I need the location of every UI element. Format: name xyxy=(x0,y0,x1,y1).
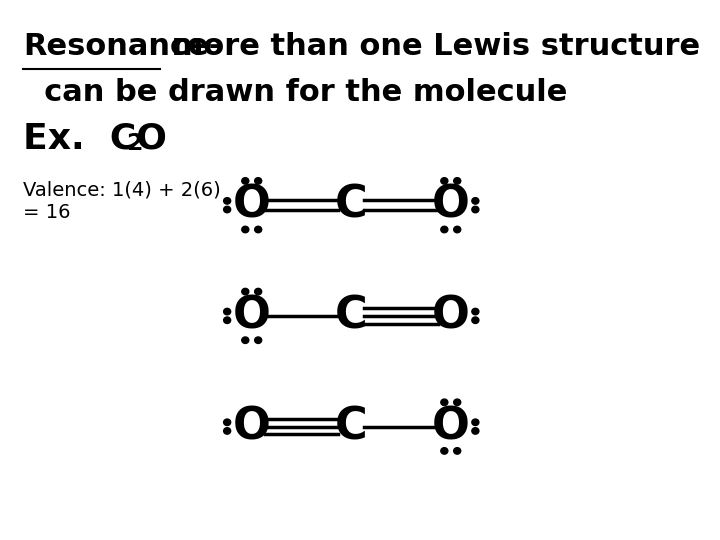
Text: O: O xyxy=(233,405,271,448)
Text: more than one Lewis structure: more than one Lewis structure xyxy=(161,32,700,62)
Text: O: O xyxy=(432,405,469,448)
Circle shape xyxy=(255,337,261,343)
Circle shape xyxy=(224,206,230,213)
Circle shape xyxy=(472,428,479,434)
Circle shape xyxy=(224,317,230,323)
Circle shape xyxy=(255,288,261,295)
Text: C: C xyxy=(335,405,368,448)
Circle shape xyxy=(472,206,479,213)
Text: C: C xyxy=(335,184,368,227)
Circle shape xyxy=(472,308,479,315)
Text: Valence: 1(4) + 2(6)
= 16: Valence: 1(4) + 2(6) = 16 xyxy=(24,181,221,222)
Text: Ex.  CO: Ex. CO xyxy=(24,122,168,156)
Circle shape xyxy=(454,226,461,233)
Circle shape xyxy=(454,399,461,406)
Circle shape xyxy=(441,226,448,233)
Circle shape xyxy=(472,198,479,204)
Circle shape xyxy=(441,399,448,406)
Circle shape xyxy=(224,198,230,204)
Circle shape xyxy=(242,226,249,233)
Text: O: O xyxy=(432,184,469,227)
Circle shape xyxy=(242,337,249,343)
Circle shape xyxy=(454,178,461,184)
Circle shape xyxy=(224,428,230,434)
Text: O: O xyxy=(233,184,271,227)
Text: C: C xyxy=(335,294,368,338)
Circle shape xyxy=(454,448,461,454)
Text: 2: 2 xyxy=(127,132,143,156)
Circle shape xyxy=(255,226,261,233)
Circle shape xyxy=(242,288,249,295)
Circle shape xyxy=(472,317,479,323)
Circle shape xyxy=(441,178,448,184)
Text: O: O xyxy=(432,294,469,338)
Circle shape xyxy=(441,448,448,454)
Text: O: O xyxy=(233,294,271,338)
Text: Resonance-: Resonance- xyxy=(24,32,222,62)
Text: can be drawn for the molecule: can be drawn for the molecule xyxy=(24,78,568,107)
Circle shape xyxy=(242,178,249,184)
Circle shape xyxy=(224,308,230,315)
Circle shape xyxy=(255,178,261,184)
Circle shape xyxy=(472,419,479,426)
Circle shape xyxy=(224,419,230,426)
